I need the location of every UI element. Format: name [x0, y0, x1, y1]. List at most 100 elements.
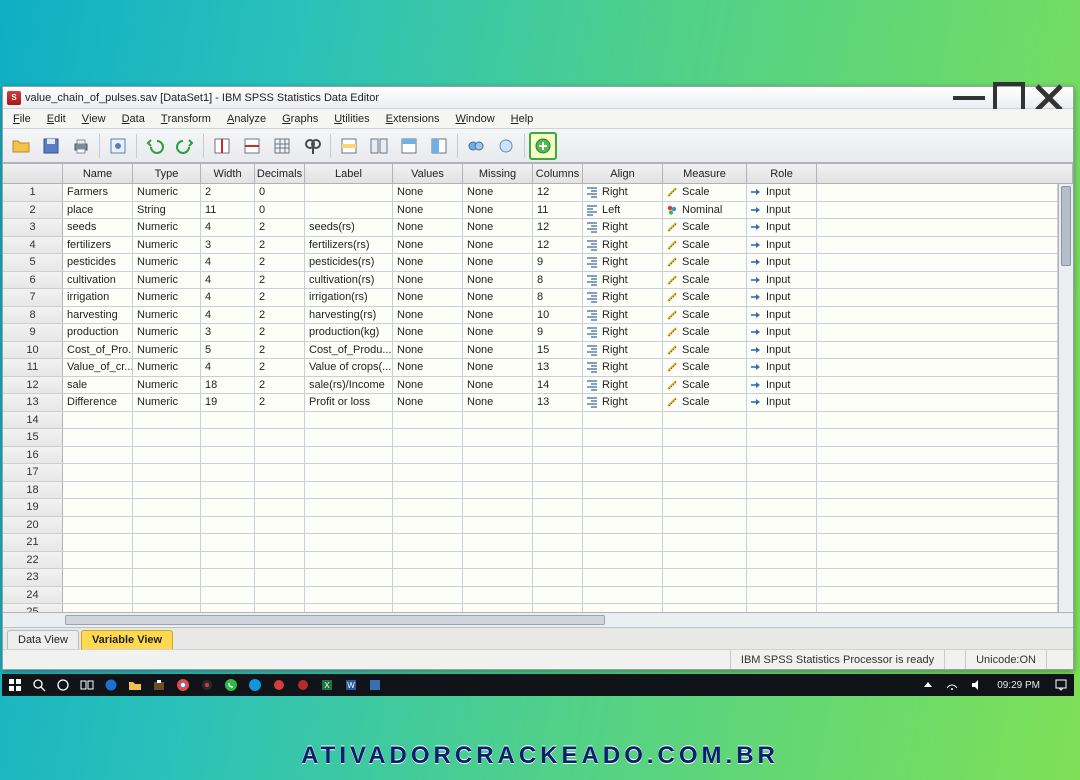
- col-header-type[interactable]: Type: [133, 164, 201, 183]
- cell-empty[interactable]: [133, 517, 201, 534]
- cell-empty[interactable]: [533, 447, 583, 464]
- cell-width[interactable]: 18: [201, 377, 255, 394]
- cell-empty[interactable]: [255, 587, 305, 604]
- cell-empty[interactable]: [201, 412, 255, 429]
- cell-empty[interactable]: [201, 447, 255, 464]
- taskbar-start-icon[interactable]: [6, 676, 24, 694]
- row-number[interactable]: 24: [3, 587, 63, 604]
- cell-align[interactable]: Right: [583, 237, 663, 254]
- cell-values[interactable]: None: [393, 272, 463, 289]
- cell-measure[interactable]: Scale: [663, 377, 747, 394]
- cell-empty[interactable]: [63, 464, 133, 481]
- row-number[interactable]: 16: [3, 447, 63, 464]
- taskbar-cortana-icon[interactable]: [54, 676, 72, 694]
- cell-align[interactable]: Right: [583, 377, 663, 394]
- cell-values[interactable]: None: [393, 254, 463, 271]
- table-row[interactable]: 6cultivationNumeric42cultivation(rs)None…: [3, 272, 1058, 290]
- row-number[interactable]: 21: [3, 534, 63, 551]
- taskbar-files-icon[interactable]: [126, 676, 144, 694]
- close-button[interactable]: [1029, 88, 1069, 108]
- cell-empty[interactable]: [63, 429, 133, 446]
- cell-missing[interactable]: None: [463, 377, 533, 394]
- cell-type[interactable]: String: [133, 202, 201, 219]
- cell-empty[interactable]: [201, 429, 255, 446]
- cell-type[interactable]: Numeric: [133, 394, 201, 411]
- cell-type[interactable]: Numeric: [133, 324, 201, 341]
- cell-name[interactable]: cultivation: [63, 272, 133, 289]
- cell-missing[interactable]: None: [463, 202, 533, 219]
- cell-columns[interactable]: 13: [533, 394, 583, 411]
- cell-columns[interactable]: 15: [533, 342, 583, 359]
- taskbar-word-icon[interactable]: W: [342, 676, 360, 694]
- cell-width[interactable]: 3: [201, 324, 255, 341]
- cell-width[interactable]: 4: [201, 289, 255, 306]
- taskbar-app-red-icon[interactable]: [270, 676, 288, 694]
- cell-type[interactable]: Numeric: [133, 289, 201, 306]
- cell-empty[interactable]: [583, 552, 663, 569]
- row-number[interactable]: 15: [3, 429, 63, 446]
- cell-type[interactable]: Numeric: [133, 377, 201, 394]
- redo-icon[interactable]: [171, 132, 199, 160]
- print-icon[interactable]: [67, 132, 95, 160]
- taskbar-skype-icon[interactable]: [246, 676, 264, 694]
- cell-empty[interactable]: [255, 429, 305, 446]
- cell-empty[interactable]: [463, 429, 533, 446]
- cell-label[interactable]: Cost_of_Produ...: [305, 342, 393, 359]
- cell-values[interactable]: None: [393, 289, 463, 306]
- cell-empty[interactable]: [663, 447, 747, 464]
- tray-volume-icon[interactable]: [967, 676, 985, 694]
- cell-empty[interactable]: [463, 482, 533, 499]
- cell-align[interactable]: Right: [583, 184, 663, 201]
- cell-label[interactable]: pesticides(rs): [305, 254, 393, 271]
- taskbar-whatsapp-icon[interactable]: [222, 676, 240, 694]
- cell-empty[interactable]: [533, 534, 583, 551]
- cell-empty[interactable]: [747, 604, 817, 612]
- taskbar-app-red2-icon[interactable]: [294, 676, 312, 694]
- cell-empty[interactable]: [133, 412, 201, 429]
- cell-measure[interactable]: Scale: [663, 307, 747, 324]
- tab-data-view[interactable]: Data View: [7, 630, 79, 649]
- cell-empty[interactable]: [393, 464, 463, 481]
- cell-type[interactable]: Numeric: [133, 307, 201, 324]
- cell-measure[interactable]: Scale: [663, 394, 747, 411]
- cell-label[interactable]: [305, 202, 393, 219]
- cell-width[interactable]: 11: [201, 202, 255, 219]
- cell-empty[interactable]: [393, 482, 463, 499]
- row-number[interactable]: 2: [3, 202, 63, 219]
- table-row[interactable]: 2placeString110NoneNone11LeftNominalInpu…: [3, 202, 1058, 220]
- cell-width[interactable]: 4: [201, 219, 255, 236]
- cell-role[interactable]: Input: [747, 289, 817, 306]
- cell-name[interactable]: Difference: [63, 394, 133, 411]
- cell-role[interactable]: Input: [747, 394, 817, 411]
- cell-measure[interactable]: Scale: [663, 237, 747, 254]
- cell-values[interactable]: None: [393, 219, 463, 236]
- menu-file[interactable]: File: [5, 109, 39, 128]
- cell-type[interactable]: Numeric: [133, 342, 201, 359]
- menu-help[interactable]: Help: [503, 109, 542, 128]
- cell-name[interactable]: Value_of_cr...: [63, 359, 133, 376]
- table-row-empty[interactable]: 23: [3, 569, 1058, 587]
- cell-empty[interactable]: [63, 552, 133, 569]
- cell-role[interactable]: Input: [747, 184, 817, 201]
- cell-empty[interactable]: [463, 587, 533, 604]
- cell-name[interactable]: Cost_of_Pro...: [63, 342, 133, 359]
- cell-empty[interactable]: [63, 604, 133, 612]
- vertical-scroll-thumb[interactable]: [1061, 186, 1071, 266]
- cell-values[interactable]: None: [393, 359, 463, 376]
- cell-empty[interactable]: [201, 604, 255, 612]
- cell-empty[interactable]: [133, 464, 201, 481]
- cell-empty[interactable]: [747, 447, 817, 464]
- cell-empty[interactable]: [583, 534, 663, 551]
- cell-name[interactable]: place: [63, 202, 133, 219]
- taskbar-app-blue-icon[interactable]: [366, 676, 384, 694]
- col-header-role[interactable]: Role: [747, 164, 817, 183]
- row-number[interactable]: 17: [3, 464, 63, 481]
- cell-empty[interactable]: [201, 552, 255, 569]
- cell-empty[interactable]: [133, 604, 201, 612]
- cell-missing[interactable]: None: [463, 394, 533, 411]
- cell-empty[interactable]: [583, 569, 663, 586]
- cell-empty[interactable]: [255, 552, 305, 569]
- cell-label[interactable]: cultivation(rs): [305, 272, 393, 289]
- cell-name[interactable]: fertilizers: [63, 237, 133, 254]
- cell-name[interactable]: Farmers: [63, 184, 133, 201]
